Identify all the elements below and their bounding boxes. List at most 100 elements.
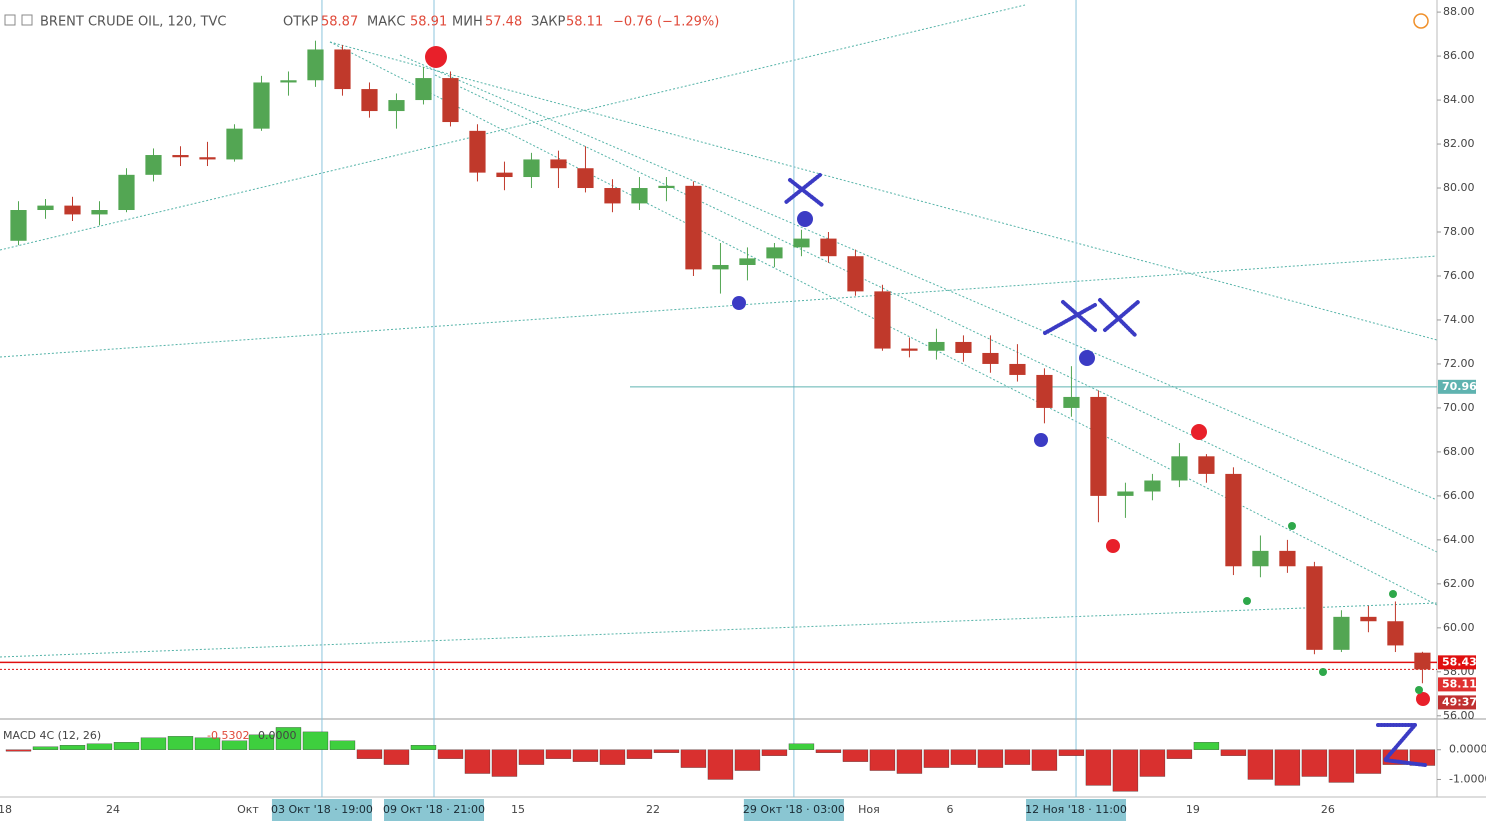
close-label: ЗАКР xyxy=(531,15,565,30)
crosshair-label: 03 Окт '18 · 19:00 xyxy=(271,803,373,816)
candle-body xyxy=(1009,363,1026,375)
macd-bar xyxy=(1031,749,1058,771)
countdown-label: 49:37 xyxy=(1442,695,1477,708)
macd-bar xyxy=(653,749,680,753)
candle-body xyxy=(145,155,162,175)
macd-name: MACD 4C (12, 26) xyxy=(3,729,101,742)
x-tick-label: 24 xyxy=(106,803,120,816)
candle-body xyxy=(1306,566,1323,650)
x-tick-label: 18 xyxy=(0,803,12,816)
candle-body xyxy=(820,238,837,257)
x-tick-label: Ноя xyxy=(858,803,880,816)
macd-bar xyxy=(950,749,977,765)
open-label: ОТКР xyxy=(283,15,318,30)
countdown-label-box xyxy=(1438,695,1476,710)
macd-bar xyxy=(1112,749,1139,792)
candle-body xyxy=(496,172,513,178)
candle-body xyxy=(226,128,243,160)
macd-bar xyxy=(1139,749,1166,777)
candle-body xyxy=(199,157,216,160)
icon[interactable] xyxy=(4,14,16,26)
macd-bar xyxy=(356,749,383,759)
macd-bar xyxy=(1193,742,1220,750)
trend-line xyxy=(329,41,1438,341)
macd-bar xyxy=(869,749,896,771)
x-tick-label: 15 xyxy=(511,803,525,816)
y-tick-label: 86.00 xyxy=(1443,49,1475,62)
candle-body xyxy=(658,185,675,189)
candle-body xyxy=(874,291,891,349)
icon[interactable] xyxy=(21,14,33,26)
macd-bar xyxy=(248,734,275,750)
candle-body xyxy=(91,210,108,215)
markers xyxy=(425,46,1430,767)
candle-body xyxy=(307,49,324,81)
candle-body xyxy=(1036,374,1053,408)
macd-bar xyxy=(221,740,248,750)
y-tick-label: 62.00 xyxy=(1443,577,1475,590)
alert-icon[interactable] xyxy=(1413,13,1429,29)
green-marker xyxy=(1319,668,1327,676)
price-line-label: 70.96 xyxy=(1442,380,1477,393)
macd-bar xyxy=(32,746,59,750)
y-tick-label: 72.00 xyxy=(1443,357,1475,370)
candle-body xyxy=(253,82,270,129)
macd-bar xyxy=(1274,749,1301,786)
candle-body xyxy=(64,205,81,215)
crosshair-label: 09 Окт '18 · 21:00 xyxy=(383,803,485,816)
macd-bar xyxy=(599,749,626,765)
trend-line xyxy=(434,74,1438,553)
candle-body xyxy=(1360,616,1377,622)
candle-body xyxy=(955,341,972,353)
green-marker xyxy=(1288,522,1296,530)
candle-body xyxy=(901,348,918,351)
y-tick-label: 76.00 xyxy=(1443,269,1475,282)
macd-bar xyxy=(734,749,761,771)
y-tick-label: 70.00 xyxy=(1443,401,1475,414)
candle-body xyxy=(550,159,567,169)
green-marker xyxy=(1243,597,1251,605)
candle-body xyxy=(739,258,756,265)
candle-body xyxy=(766,247,783,259)
candle-body xyxy=(1225,473,1242,567)
crosshair-label: 29 Окт '18 · 03:00 xyxy=(743,803,845,816)
candle-body xyxy=(793,238,810,248)
candle-body xyxy=(280,80,297,83)
macd-bar xyxy=(302,731,329,750)
close-price-label: 58.11 xyxy=(1442,677,1477,690)
candle-body xyxy=(442,78,459,123)
macd-signal: 0.0000 xyxy=(258,729,297,742)
red-marker xyxy=(1416,692,1430,706)
macd-bar xyxy=(1004,749,1031,765)
pen-cross xyxy=(1043,298,1140,337)
macd-bar xyxy=(1355,749,1382,774)
crosshair-label-box xyxy=(384,799,485,821)
candle-body xyxy=(685,185,702,270)
candle-body xyxy=(118,174,135,211)
price-line-label: 58.43 xyxy=(1442,655,1477,668)
candle-body xyxy=(1387,621,1404,646)
macd-bar xyxy=(1301,749,1328,777)
trend-line xyxy=(0,255,1438,358)
macd-bar xyxy=(491,749,518,777)
green-marker xyxy=(1415,686,1423,694)
macd-bar xyxy=(329,740,356,750)
red-marker xyxy=(1106,539,1120,553)
macd-bar xyxy=(626,749,653,759)
macd-bar xyxy=(464,749,491,774)
candle-body xyxy=(172,155,189,158)
candle-body xyxy=(604,188,621,204)
macd-bar xyxy=(1247,749,1274,780)
macd-bar xyxy=(383,749,410,765)
candle-body xyxy=(1090,396,1107,496)
blue-marker xyxy=(1079,350,1095,366)
red-marker xyxy=(1191,424,1207,440)
high-value: 58.91 xyxy=(410,15,447,30)
y-tick-label: 88.00 xyxy=(1443,5,1475,18)
close-price-label-box xyxy=(1438,677,1476,692)
y2-tick-label: -1.0000 xyxy=(1449,772,1486,785)
candle-body xyxy=(928,341,945,351)
macd-bar xyxy=(1166,749,1193,759)
macd-bar xyxy=(1058,749,1085,756)
